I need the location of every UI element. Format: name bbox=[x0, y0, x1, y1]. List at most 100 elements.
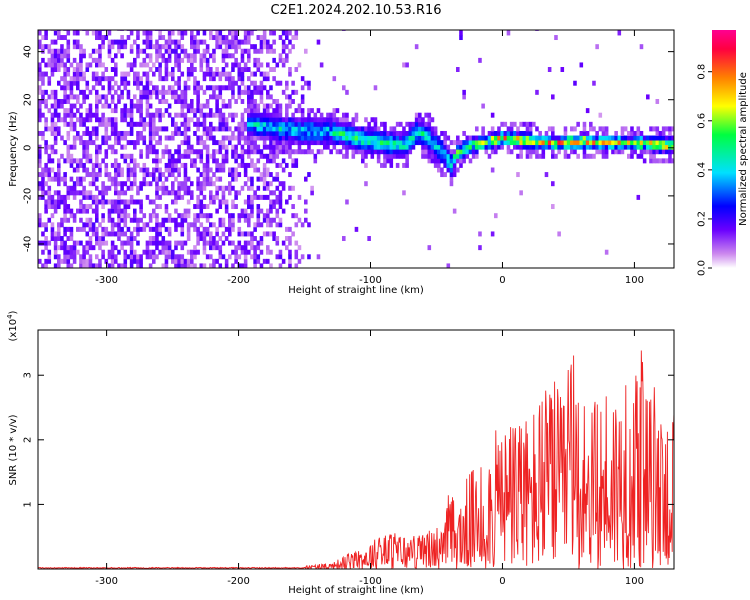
spectrogram-cell bbox=[155, 185, 159, 191]
spectrogram-cell bbox=[120, 172, 124, 178]
spectrogram-cell bbox=[190, 44, 194, 50]
spectrogram-cell bbox=[655, 126, 660, 132]
spectrogram-cell bbox=[139, 149, 143, 155]
spectrogram-cell bbox=[291, 204, 295, 210]
spectrogram-cell bbox=[136, 263, 140, 268]
spectrogram-cell bbox=[237, 172, 242, 178]
colorbar-tick-label: 0.4 bbox=[697, 162, 708, 178]
colorbar-gradient bbox=[712, 30, 736, 268]
spectrogram-cell bbox=[215, 112, 219, 118]
spectrogram-cell bbox=[145, 249, 150, 255]
spectrogram-cell bbox=[114, 126, 118, 132]
spectrogram-cell bbox=[82, 254, 86, 260]
spectrogram-cell bbox=[164, 258, 169, 264]
spectrogram-cell bbox=[535, 89, 539, 95]
spectrogram-cell bbox=[186, 258, 191, 264]
spectrogram-cell bbox=[133, 226, 137, 232]
spectrogram-cell bbox=[171, 71, 175, 77]
spectrogram-cell bbox=[332, 130, 337, 136]
spectrogram-cell bbox=[237, 76, 242, 82]
spectrogram-cell bbox=[66, 185, 71, 191]
spectrogram-cell bbox=[69, 254, 74, 260]
spectrogram-cell bbox=[91, 130, 96, 136]
spectrogram-cell bbox=[544, 130, 549, 136]
spectrogram-cell bbox=[123, 44, 128, 50]
spectrogram-cell bbox=[224, 103, 229, 109]
spectrogram-cell bbox=[177, 144, 181, 150]
spectrogram-cell bbox=[53, 172, 58, 178]
spectrogram-cell bbox=[66, 249, 71, 255]
spectrogram-cell bbox=[646, 94, 650, 100]
spectrogram-cell bbox=[516, 140, 520, 146]
spectrogram-cell bbox=[509, 130, 514, 136]
spectrogram-cell bbox=[82, 185, 86, 191]
spectrogram-cell bbox=[57, 190, 61, 196]
spectrogram-cells bbox=[38, 30, 674, 268]
spectrogram-cell bbox=[345, 130, 349, 136]
spectrogram-cell bbox=[145, 167, 150, 173]
spectrogram-cell bbox=[589, 121, 593, 127]
spectrogram-cell bbox=[120, 35, 124, 41]
spectrogram-cell bbox=[345, 199, 349, 205]
spectrogram-cell bbox=[259, 172, 264, 178]
spectrogram-cell bbox=[335, 117, 340, 123]
spectrogram-cell bbox=[104, 185, 109, 191]
spectrogram-cell bbox=[224, 226, 229, 232]
spectrogram-cell bbox=[367, 121, 371, 127]
spectrogram-cell bbox=[209, 254, 213, 260]
spectrogram-cell bbox=[196, 30, 200, 36]
spectrogram-cell bbox=[376, 126, 381, 132]
spectrogram-cell bbox=[193, 222, 197, 228]
spectrogram-cell bbox=[117, 222, 121, 228]
spectrogram-cell bbox=[272, 199, 276, 205]
spectrogram-cell bbox=[288, 94, 292, 100]
spectrogram-cell bbox=[57, 62, 61, 68]
spectrogram-cell bbox=[595, 44, 599, 50]
spectrogram-cell bbox=[221, 103, 226, 109]
spectrogram-cell bbox=[513, 144, 517, 150]
spectrogram-cell bbox=[164, 176, 169, 182]
spectrogram-cell bbox=[297, 245, 302, 251]
spectrogram-cell bbox=[237, 71, 242, 77]
spectrogram-cell bbox=[481, 130, 485, 136]
spectrogram-cell bbox=[294, 30, 299, 36]
spectrogram-cell bbox=[579, 140, 584, 146]
spectrogram-cell bbox=[85, 67, 90, 72]
spectrogram-cell bbox=[611, 135, 615, 141]
spectrogram-cell bbox=[63, 121, 67, 127]
spectrogram-cell bbox=[212, 140, 216, 146]
spectrogram-cell bbox=[47, 199, 52, 205]
spectrogram-cell bbox=[269, 140, 273, 146]
spectrogram-cell bbox=[114, 71, 118, 77]
spectrogram-cell bbox=[202, 162, 207, 168]
spectrogram-cell bbox=[101, 231, 105, 237]
spectrogram-cell bbox=[278, 263, 283, 268]
spectrogram-cell bbox=[126, 94, 131, 100]
spectrogram-cell bbox=[95, 62, 99, 68]
spectrogram-cell bbox=[649, 140, 653, 146]
spectrogram-cell bbox=[361, 130, 365, 136]
spectrogram-cell bbox=[155, 222, 159, 228]
spectrogram-cell bbox=[275, 194, 280, 200]
spectrogram-cell bbox=[247, 194, 251, 200]
spectrogram-cell bbox=[72, 249, 77, 255]
spectrogram-cell bbox=[247, 67, 251, 72]
spectrogram-cell bbox=[174, 258, 178, 264]
spectrogram-cell bbox=[329, 126, 333, 132]
spectrogram-cell bbox=[452, 167, 457, 173]
spectrogram-cell bbox=[79, 258, 83, 264]
spectrogram-cell bbox=[60, 35, 64, 41]
spectrogram-cell bbox=[171, 85, 175, 91]
spectrogram-cell bbox=[209, 167, 213, 173]
spectrogram-cell bbox=[370, 140, 375, 146]
spectrogram-cell bbox=[215, 44, 219, 50]
spectrogram-cell bbox=[66, 226, 71, 232]
spectrogram-cell bbox=[209, 30, 213, 36]
spectrogram-cell bbox=[98, 48, 102, 54]
spectrogram-cell bbox=[465, 135, 470, 141]
spectrogram-cell bbox=[114, 80, 118, 86]
spectrogram-cell bbox=[228, 53, 232, 59]
spectrogram-cell bbox=[237, 190, 242, 196]
spectrogram-cell bbox=[484, 135, 489, 141]
spectrogram-cell bbox=[155, 217, 159, 223]
